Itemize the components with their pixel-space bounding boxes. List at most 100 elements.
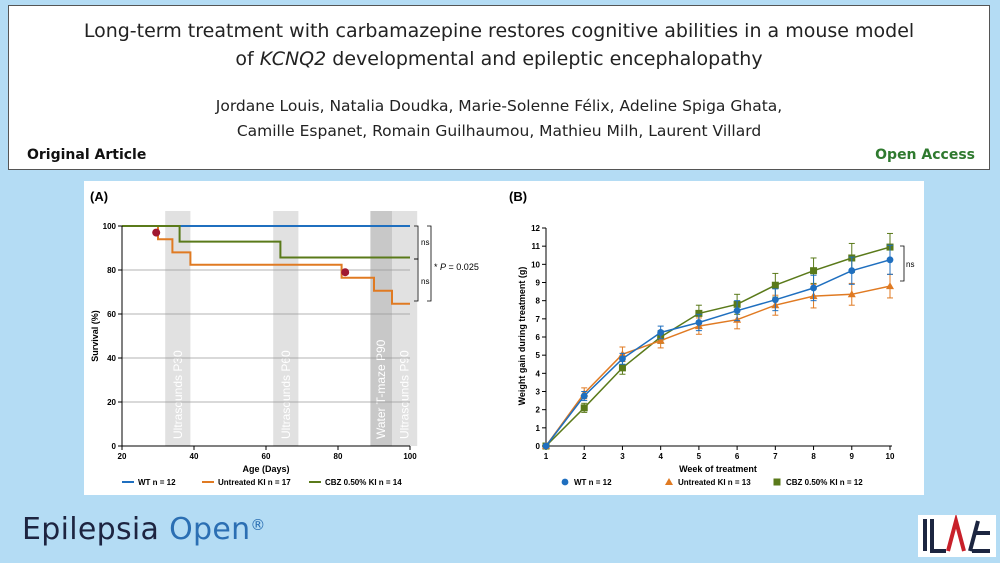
figure-svg: (A) Ultrasounds P30 Ultrasounds P60 Water … <box>90 189 914 487</box>
shaded-period <box>165 211 191 446</box>
x-tick-label: 40 <box>190 452 199 461</box>
y-tick-label: 4 <box>536 369 541 378</box>
shaded-period-label: Water T-maze P90 <box>374 339 388 439</box>
y-tick-label: 0 <box>536 442 541 451</box>
line-ki <box>545 285 891 447</box>
series-ki <box>542 273 894 449</box>
ilae-logo-a <box>946 513 966 552</box>
panel-b-xlabel: Week of treatment <box>679 464 757 474</box>
x-tick-label: 80 <box>334 452 343 461</box>
point-ki <box>656 336 665 344</box>
y-tick-label: 9 <box>536 279 541 288</box>
shaded-period-label: Ultrasounds P60 <box>279 350 293 439</box>
y-tick-label: 7 <box>536 315 541 324</box>
y-tick-label: 1 <box>536 424 541 433</box>
legend-label-ki: Untreated KI n = 17 <box>218 478 291 487</box>
event-dot <box>341 268 350 277</box>
y-tick-label: 60 <box>107 310 116 319</box>
shaded-period-label: Ultrasounds P30 <box>171 350 185 439</box>
journal-name-open: Open <box>169 512 251 547</box>
point-cbz <box>618 364 626 372</box>
title-line-2-post: developmental and epileptic encephalopat… <box>326 48 763 70</box>
x-tick-label: 8 <box>811 452 816 461</box>
series-wt <box>542 244 894 450</box>
legend-label-cbz: CBZ 0.50% KI n = 12 <box>786 478 863 487</box>
panel-a-p-annotation: * P = 0.025 <box>434 262 479 272</box>
legend-marker-cbz <box>773 478 781 486</box>
panel-b-series <box>542 232 894 450</box>
journal-name: Epilepsia Open® <box>22 512 266 547</box>
ilae-logo <box>918 513 996 557</box>
x-tick-label: 2 <box>582 452 587 461</box>
legend-marker-ki <box>665 478 673 485</box>
panel-a-p-bracket <box>427 225 432 302</box>
panel-a-legend: WT n = 12 Untreated KI n = 17 CBZ 0.50% KI… <box>122 478 402 487</box>
y-tick-label: 10 <box>531 260 540 269</box>
point-wt <box>810 284 817 292</box>
y-tick-label: 100 <box>103 222 117 231</box>
y-tick-label: 2 <box>536 406 541 415</box>
x-tick-label: 6 <box>735 452 740 461</box>
y-tick-label: 6 <box>536 333 541 342</box>
y-tick-label: 5 <box>536 351 541 360</box>
gene-name: KCNQ2 <box>259 48 327 70</box>
point-wt <box>619 355 626 363</box>
point-wt <box>886 256 894 264</box>
shaded-period-label-line: Water T-maze P90 <box>374 339 388 439</box>
figure-panel: (A) Ultrasounds P30 Ultrasounds P60 Water … <box>84 181 924 495</box>
y-tick-label: 80 <box>107 266 116 275</box>
y-tick-label: 11 <box>532 242 541 251</box>
survival-line-cbz <box>122 225 410 259</box>
panel-a-series <box>122 225 410 305</box>
point-cbz <box>810 267 818 275</box>
x-tick-label: 1 <box>544 452 549 461</box>
panel-b-ylabel: Weight gain during treatment (g) <box>517 267 527 406</box>
panel-a-ns-bracket-bottom <box>414 258 419 302</box>
ilae-logo-e <box>968 520 990 553</box>
ilae-logo-i <box>923 519 927 551</box>
x-tick-label: 5 <box>697 452 702 461</box>
title-line-1: Long-term treatment with carbamazepine r… <box>83 20 915 42</box>
legend-label-ki: Untreated KI n = 13 <box>678 478 751 487</box>
line-cbz <box>545 246 891 447</box>
line-wt <box>545 259 891 447</box>
x-tick-label: 60 <box>262 452 271 461</box>
panel-a-ns-top: ns <box>421 238 429 247</box>
survival-line-ki <box>122 225 410 305</box>
panel-a-shaded-periods: Ultrasounds P30 Ultrasounds P60 Water T-ma… <box>165 211 418 446</box>
shaded-period-label-line: Ultrasounds P30 <box>171 350 185 439</box>
legend-marker-wt <box>561 478 569 486</box>
point-wt <box>848 267 856 275</box>
point-ki <box>886 282 894 290</box>
panel-a-ns-bottom: ns <box>421 277 429 286</box>
y-tick-label: 12 <box>531 224 540 233</box>
y-tick-label: 8 <box>536 297 541 306</box>
panel-a-star: * <box>434 262 438 272</box>
point-wt <box>542 442 550 450</box>
point-wt <box>657 329 665 336</box>
title-line-2: of KCNQ2 developmental and epileptic enc… <box>9 48 989 70</box>
point-cbz <box>771 281 779 289</box>
x-tick-label: 4 <box>658 452 663 461</box>
panel-b-legend: WT n = 12 Untreated KI n = 13 CBZ 0.50% KI… <box>561 478 863 487</box>
series-cbz <box>542 232 894 450</box>
open-access-badge: Open Access <box>875 147 975 163</box>
x-tick-label: 3 <box>620 452 625 461</box>
panel-a-p-label: P <box>440 262 446 272</box>
y-tick-label: 40 <box>107 354 116 363</box>
panel-a-label: (A) <box>90 189 108 204</box>
legend-label-wt: WT n = 12 <box>574 478 612 487</box>
y-tick-label: 3 <box>536 388 541 397</box>
ilae-logo-svg <box>923 513 990 553</box>
article-header: Long-term treatment with carbamazepine r… <box>8 5 990 170</box>
shaded-period-label: Ultrasounds P90 <box>398 350 412 439</box>
point-cbz <box>580 404 588 412</box>
shaded-period <box>392 211 418 446</box>
article-type: Original Article <box>27 147 147 163</box>
shaded-period <box>273 211 299 446</box>
point-cbz <box>695 309 703 317</box>
event-dot <box>152 228 161 237</box>
x-tick-label: 20 <box>118 452 127 461</box>
